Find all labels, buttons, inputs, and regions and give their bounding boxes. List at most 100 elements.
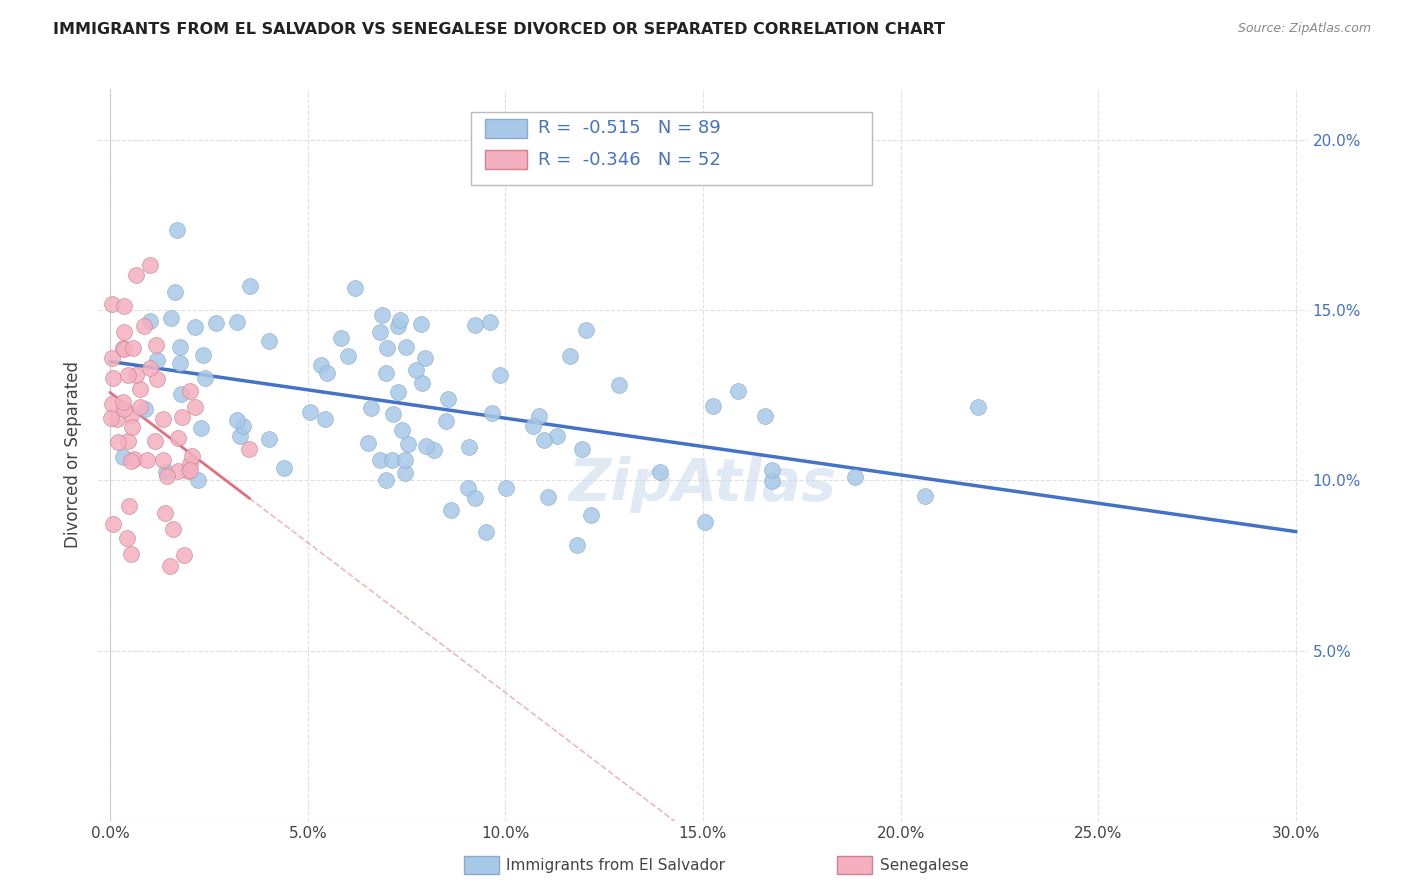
Point bbox=[118, 499, 141, 513]
Point bbox=[966, 400, 988, 414]
Point bbox=[405, 362, 427, 376]
Point bbox=[394, 466, 416, 480]
Point bbox=[162, 522, 184, 536]
Point bbox=[607, 378, 630, 392]
Point bbox=[169, 340, 191, 354]
Point bbox=[100, 411, 122, 425]
Point bbox=[395, 340, 418, 354]
Point bbox=[914, 490, 936, 504]
Point bbox=[111, 450, 134, 464]
Point bbox=[112, 342, 135, 356]
Point bbox=[344, 281, 367, 295]
Point bbox=[139, 258, 162, 272]
Point bbox=[152, 452, 174, 467]
Point bbox=[489, 368, 512, 383]
Point bbox=[579, 508, 602, 522]
Text: IMMIGRANTS FROM EL SALVADOR VS SENEGALESE DIVORCED OR SEPARATED CORRELATION CHAR: IMMIGRANTS FROM EL SALVADOR VS SENEGALES… bbox=[53, 22, 945, 37]
Point bbox=[167, 464, 190, 478]
Point bbox=[437, 392, 460, 406]
Point bbox=[101, 351, 124, 365]
Point bbox=[522, 418, 544, 433]
Point bbox=[184, 401, 207, 415]
Point bbox=[387, 319, 409, 334]
Point bbox=[146, 353, 169, 368]
Point bbox=[479, 315, 502, 329]
Point bbox=[232, 418, 254, 433]
Point bbox=[381, 453, 404, 467]
Point bbox=[112, 341, 135, 355]
Point bbox=[464, 318, 486, 333]
Point bbox=[136, 452, 159, 467]
Point bbox=[121, 420, 143, 434]
Point bbox=[411, 376, 433, 391]
Y-axis label: Divorced or Separated: Divorced or Separated bbox=[65, 361, 83, 549]
Point bbox=[125, 268, 148, 282]
Point bbox=[394, 453, 416, 467]
Point bbox=[179, 457, 201, 471]
Point bbox=[156, 469, 179, 483]
Point bbox=[112, 394, 135, 409]
Point bbox=[194, 370, 217, 384]
Point bbox=[377, 341, 399, 355]
Point bbox=[107, 434, 129, 449]
Point bbox=[134, 318, 156, 333]
Point bbox=[558, 349, 581, 363]
Point bbox=[163, 285, 186, 299]
Point bbox=[205, 317, 228, 331]
Text: Source: ZipAtlas.com: Source: ZipAtlas.com bbox=[1237, 22, 1371, 36]
Point bbox=[112, 325, 135, 339]
Point bbox=[153, 506, 176, 520]
Point bbox=[648, 465, 671, 479]
Point bbox=[391, 423, 413, 437]
Point bbox=[134, 402, 156, 417]
Point bbox=[152, 412, 174, 426]
Point bbox=[409, 317, 432, 331]
Point bbox=[415, 439, 437, 453]
Point bbox=[368, 453, 391, 467]
Point bbox=[145, 337, 167, 351]
Point bbox=[101, 297, 124, 311]
Point bbox=[101, 397, 124, 411]
Point bbox=[190, 421, 212, 435]
Point bbox=[120, 547, 142, 561]
Point bbox=[172, 410, 194, 425]
Point bbox=[226, 315, 249, 329]
Point bbox=[495, 481, 517, 495]
Point bbox=[761, 474, 783, 488]
Point bbox=[183, 320, 205, 334]
Point bbox=[121, 341, 143, 355]
Point bbox=[257, 334, 280, 348]
Point bbox=[169, 356, 191, 370]
Point bbox=[357, 435, 380, 450]
Text: Immigrants from El Salvador: Immigrants from El Salvador bbox=[506, 858, 725, 872]
Point bbox=[229, 429, 252, 443]
Point bbox=[457, 481, 479, 495]
Point bbox=[375, 366, 398, 380]
Point bbox=[387, 384, 409, 399]
Point bbox=[238, 442, 260, 457]
Point bbox=[360, 401, 382, 415]
Point bbox=[396, 437, 419, 451]
Point bbox=[121, 453, 143, 467]
Point bbox=[238, 279, 260, 293]
Point bbox=[381, 407, 404, 421]
Point bbox=[146, 372, 169, 386]
Point bbox=[309, 358, 332, 372]
Point bbox=[368, 325, 391, 339]
Point bbox=[257, 432, 280, 446]
Point bbox=[754, 409, 776, 423]
Point bbox=[112, 401, 135, 416]
Point bbox=[225, 413, 247, 427]
Point bbox=[481, 406, 503, 420]
Point bbox=[117, 368, 139, 383]
Point bbox=[166, 223, 188, 237]
Text: R =  -0.515   N = 89: R = -0.515 N = 89 bbox=[538, 120, 721, 137]
Point bbox=[122, 451, 145, 466]
Point bbox=[170, 387, 193, 401]
Text: R =  -0.346   N = 52: R = -0.346 N = 52 bbox=[538, 151, 721, 169]
Point bbox=[575, 323, 598, 337]
Point bbox=[159, 559, 181, 574]
Point bbox=[139, 313, 162, 327]
Point bbox=[436, 414, 458, 428]
Point bbox=[727, 384, 749, 398]
